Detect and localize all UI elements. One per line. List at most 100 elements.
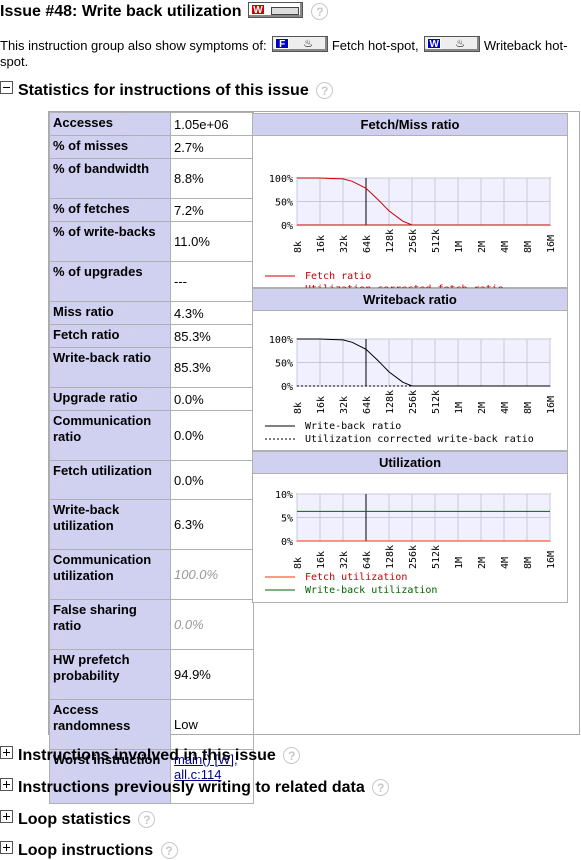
- writeback-utilization-badge-icon[interactable]: W: [248, 2, 304, 18]
- help-icon[interactable]: ?: [122, 328, 138, 344]
- x-tick-label: 8M: [523, 557, 534, 569]
- stat-value: 0.0%: [170, 460, 254, 500]
- section-statistics-label: Statistics for instructions of this issu…: [18, 82, 309, 99]
- stat-key: Accesses?: [49, 112, 171, 136]
- stat-key-label: Fetch ratio: [53, 327, 120, 342]
- section-statistics[interactable]: Statistics for instructions of this issu…: [0, 81, 334, 100]
- writeback-hotspot-badge-icon[interactable]: W ♨: [424, 36, 481, 52]
- x-tick-label: 32k: [339, 396, 350, 414]
- expand-icon[interactable]: [0, 841, 13, 854]
- stat-key-label: False sharing ratio: [53, 602, 137, 633]
- help-icon[interactable]: ?: [53, 634, 68, 649]
- stat-key: Fetch utilization?: [49, 460, 171, 500]
- help-icon[interactable]: ?: [53, 684, 68, 699]
- x-tick-label: 16k: [316, 551, 327, 569]
- statistics-panel: [48, 111, 580, 735]
- help-icon[interactable]: ?: [53, 479, 68, 494]
- help-icon[interactable]: ?: [53, 734, 68, 749]
- y-tick-label: 100%: [269, 174, 293, 185]
- x-tick-label: 16M: [546, 396, 557, 414]
- stat-value: 94.9%: [170, 649, 254, 700]
- table-row: % of upgrades? ---: [49, 261, 254, 302]
- y-tick-label: 10%: [275, 490, 293, 501]
- issue-title-text: Issue #48: Write back utilization: [0, 3, 242, 20]
- section-instructions-involved[interactable]: Instructions involved in this issue ?: [0, 746, 301, 765]
- x-tick-label: 128k: [385, 545, 396, 569]
- x-tick-label: 512k: [431, 229, 442, 253]
- help-icon[interactable]: ?: [53, 177, 68, 192]
- help-icon[interactable]: ?: [53, 280, 68, 295]
- collapse-icon[interactable]: [0, 81, 13, 94]
- graphs-panel: Fetch/Miss ratio 100% 50% 0% 8k 16k 32k 64k 128…: [252, 113, 568, 603]
- x-tick-label: 8k: [293, 241, 304, 253]
- stat-value: 100.0%: [170, 549, 254, 600]
- help-icon[interactable]: ?: [53, 534, 68, 549]
- section-loop-instructions[interactable]: Loop instructions ?: [0, 841, 178, 860]
- help-icon[interactable]: ?: [53, 240, 68, 255]
- stat-value: 11.0%: [170, 221, 254, 262]
- x-tick-label: 1M: [454, 241, 465, 253]
- help-icon[interactable]: ?: [372, 779, 390, 797]
- help-icon[interactable]: ?: [316, 82, 334, 100]
- symptoms-line: This instruction group also show symptom…: [0, 36, 570, 70]
- help-icon[interactable]: ?: [53, 366, 68, 381]
- help-icon[interactable]: ?: [53, 445, 68, 460]
- stat-value: 1.05e+06: [170, 112, 254, 136]
- x-tick-label: 8k: [293, 557, 304, 569]
- stat-value: ---: [170, 261, 254, 302]
- table-row: Communication utilization? 100.0%: [49, 549, 254, 600]
- stat-value: 85.3%: [170, 324, 254, 348]
- help-icon[interactable]: ?: [138, 811, 156, 829]
- stat-value: 4.3%: [170, 301, 254, 325]
- expand-icon[interactable]: [0, 810, 13, 823]
- stat-key: Fetch ratio?: [49, 324, 171, 348]
- x-tick-label: 64k: [362, 235, 373, 253]
- legend-label: Write-back utilization: [305, 585, 437, 596]
- help-icon[interactable]: ?: [131, 139, 147, 155]
- table-row: % of write-backs? 11.0%: [49, 221, 254, 262]
- stat-key-label: HW prefetch probability: [53, 652, 130, 683]
- help-icon[interactable]: ?: [116, 305, 132, 321]
- table-row: Write-back ratio? 85.3%: [49, 347, 254, 388]
- stat-key: % of fetches?: [49, 198, 171, 222]
- chart-title: Writeback ratio: [252, 288, 568, 311]
- stat-value: 85.3%: [170, 347, 254, 388]
- table-row: Fetch ratio? 85.3%: [49, 324, 254, 348]
- stat-value: 7.2%: [170, 198, 254, 222]
- help-icon[interactable]: ?: [160, 842, 178, 860]
- expand-icon[interactable]: [0, 746, 13, 759]
- utilization-chart: 10% 5% 0% 8k 16k 32k 64k 128k 256k 512k 1M 2M 4M 8M 16…: [252, 474, 568, 603]
- statistics-table: Accesses? 1.05e+06% of misses? 2.7%% of ba…: [49, 112, 254, 804]
- x-tick-label: 4M: [500, 241, 511, 253]
- stat-value: main() [W], all.c:114: [170, 749, 254, 804]
- y-tick-label: 0%: [281, 221, 293, 232]
- fetch-miss-chart-svg: 100% 50% 0%8k 16k 32k 64k 128k 256k 512k 1M 2M 4M 8M…: [265, 174, 557, 308]
- legend-label: Utilization corrected write-back ratio: [305, 434, 534, 445]
- x-tick-label: 128k: [385, 229, 396, 253]
- stat-key-label: % of misses: [53, 138, 129, 153]
- symptom-fetch-label: Fetch hot-spot,: [331, 38, 419, 53]
- help-icon[interactable]: ?: [132, 202, 148, 218]
- section-loop-statistics[interactable]: Loop statistics ?: [0, 810, 156, 829]
- help-icon[interactable]: ?: [311, 3, 329, 21]
- x-tick-label: 256k: [408, 229, 419, 253]
- stat-value: 0.0%: [170, 410, 254, 461]
- help-icon[interactable]: ?: [283, 747, 301, 765]
- help-icon[interactable]: ?: [53, 584, 68, 599]
- help-icon[interactable]: ?: [53, 768, 68, 783]
- table-row: % of misses? 2.7%: [49, 135, 254, 159]
- fetch-hotspot-badge-icon[interactable]: F ♨: [272, 36, 329, 52]
- x-tick-label: 4M: [500, 402, 511, 414]
- stat-key-label: % of upgrades: [53, 264, 143, 279]
- stat-key: Communication ratio?: [49, 410, 171, 461]
- worst-instruction-link[interactable]: main() [W], all.c:114: [174, 752, 238, 782]
- legend-label: Fetch utilization: [305, 572, 407, 583]
- help-icon[interactable]: ?: [140, 391, 156, 407]
- stat-key-label: Accesses: [53, 115, 113, 130]
- section-previous-writers[interactable]: Instructions previously writing to relat…: [0, 778, 390, 797]
- stat-key: % of misses?: [49, 135, 171, 159]
- table-row: False sharing ratio? 0.0%: [49, 599, 254, 650]
- stat-key-label: % of fetches: [53, 201, 130, 216]
- help-icon[interactable]: ?: [116, 116, 131, 132]
- expand-icon[interactable]: [0, 778, 13, 791]
